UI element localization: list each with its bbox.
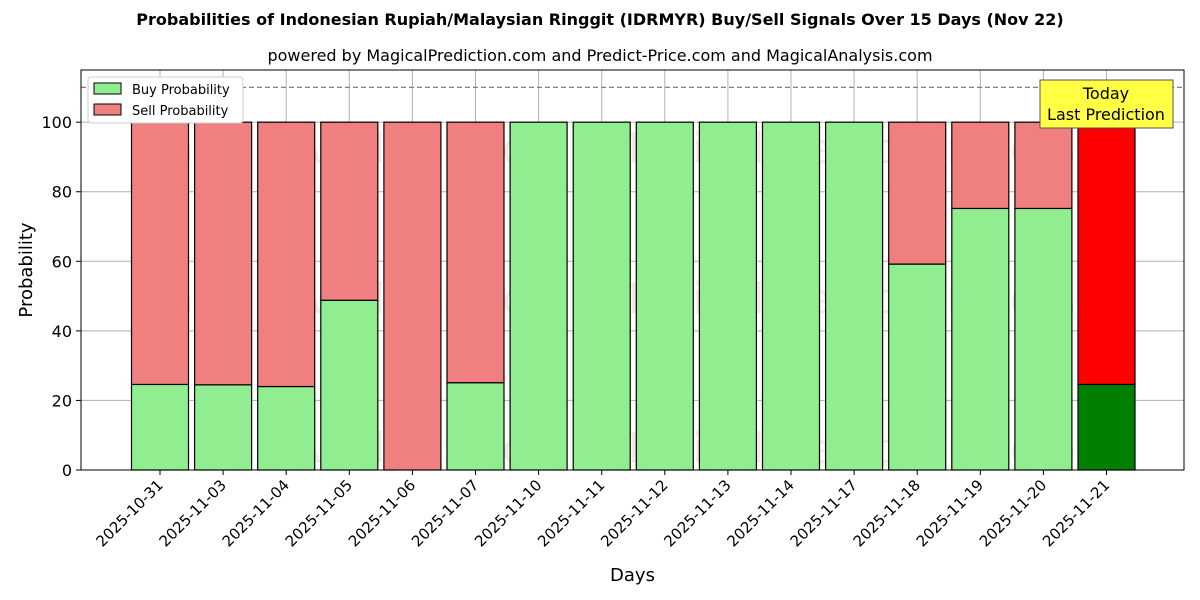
sell-bar <box>446 121 505 384</box>
x-tick-label: 2025-11-03 <box>156 476 230 550</box>
x-tick-label: 2025-11-20 <box>976 476 1050 550</box>
y-tick-label: 40 <box>52 322 72 341</box>
sell-bar <box>383 121 442 471</box>
buy-bar <box>446 382 505 471</box>
x-tick-label: 2025-11-14 <box>723 476 797 550</box>
x-tick-label: 2025-11-19 <box>913 476 987 550</box>
sell-bar <box>1014 121 1073 210</box>
sell-bar <box>257 121 316 388</box>
buy-bar <box>257 385 316 471</box>
buy-bar <box>320 299 379 471</box>
annotation-line1: Today <box>1082 84 1129 103</box>
legend <box>87 76 244 124</box>
y-tick-label: 60 <box>52 252 72 271</box>
x-tick-label: 2025-11-07 <box>408 476 482 550</box>
x-tick-label: 2025-11-05 <box>282 476 356 550</box>
sell-bar <box>888 121 947 265</box>
sell-bar <box>194 121 253 386</box>
buy-bar <box>951 207 1010 471</box>
today-annotation-box <box>1039 79 1174 129</box>
y-tick-label: 0 <box>62 461 72 480</box>
y-tick-label: 100 <box>41 113 72 132</box>
chart-subtitle: powered by MagicalPrediction.com and Pre… <box>267 46 933 65</box>
x-tick-label: 2025-10-31 <box>92 476 166 550</box>
buy-bar <box>761 121 821 471</box>
x-tick-label: 2025-11-10 <box>471 476 545 550</box>
legend-label: Sell Probability <box>132 104 229 119</box>
x-tick-label: 2025-11-21 <box>1039 476 1113 550</box>
sell-bar <box>320 121 379 301</box>
buy-bar <box>888 263 947 471</box>
sell-bar <box>130 121 190 386</box>
x-tick-label: 2025-11-04 <box>219 476 293 550</box>
buy-bar <box>130 383 190 471</box>
y-tick-label: 20 <box>52 391 72 410</box>
annotation-line2: Last Prediction <box>1047 105 1165 124</box>
x-tick-label: 2025-11-11 <box>534 476 608 550</box>
buy-bar <box>194 384 253 471</box>
sell-bar <box>1077 121 1136 386</box>
sell-bar <box>951 121 1010 210</box>
x-tick-label: 2025-11-06 <box>345 476 419 550</box>
legend-swatch <box>93 103 122 116</box>
x-axis-label: Days <box>610 565 655 586</box>
buy-bar <box>698 121 758 471</box>
buy-bar <box>1077 383 1136 471</box>
legend-label: Buy Probability <box>132 83 230 98</box>
x-tick-label: 2025-11-12 <box>597 476 671 550</box>
buy-bar <box>572 121 631 471</box>
x-tick-label: 2025-11-17 <box>787 476 861 550</box>
plot-frame <box>80 69 1185 471</box>
buy-bar <box>1014 207 1073 471</box>
y-tick-label: 80 <box>52 183 72 202</box>
legend-swatch <box>93 82 122 95</box>
y-axis-label: Probability <box>16 222 37 317</box>
buy-bar <box>509 121 568 471</box>
x-tick-label: 2025-11-18 <box>850 476 924 550</box>
chart-title: Probabilities of Indonesian Rupiah/Malay… <box>136 10 1064 29</box>
buy-bar <box>635 121 694 471</box>
buy-bar <box>824 121 884 471</box>
x-tick-label: 2025-11-13 <box>660 476 734 550</box>
